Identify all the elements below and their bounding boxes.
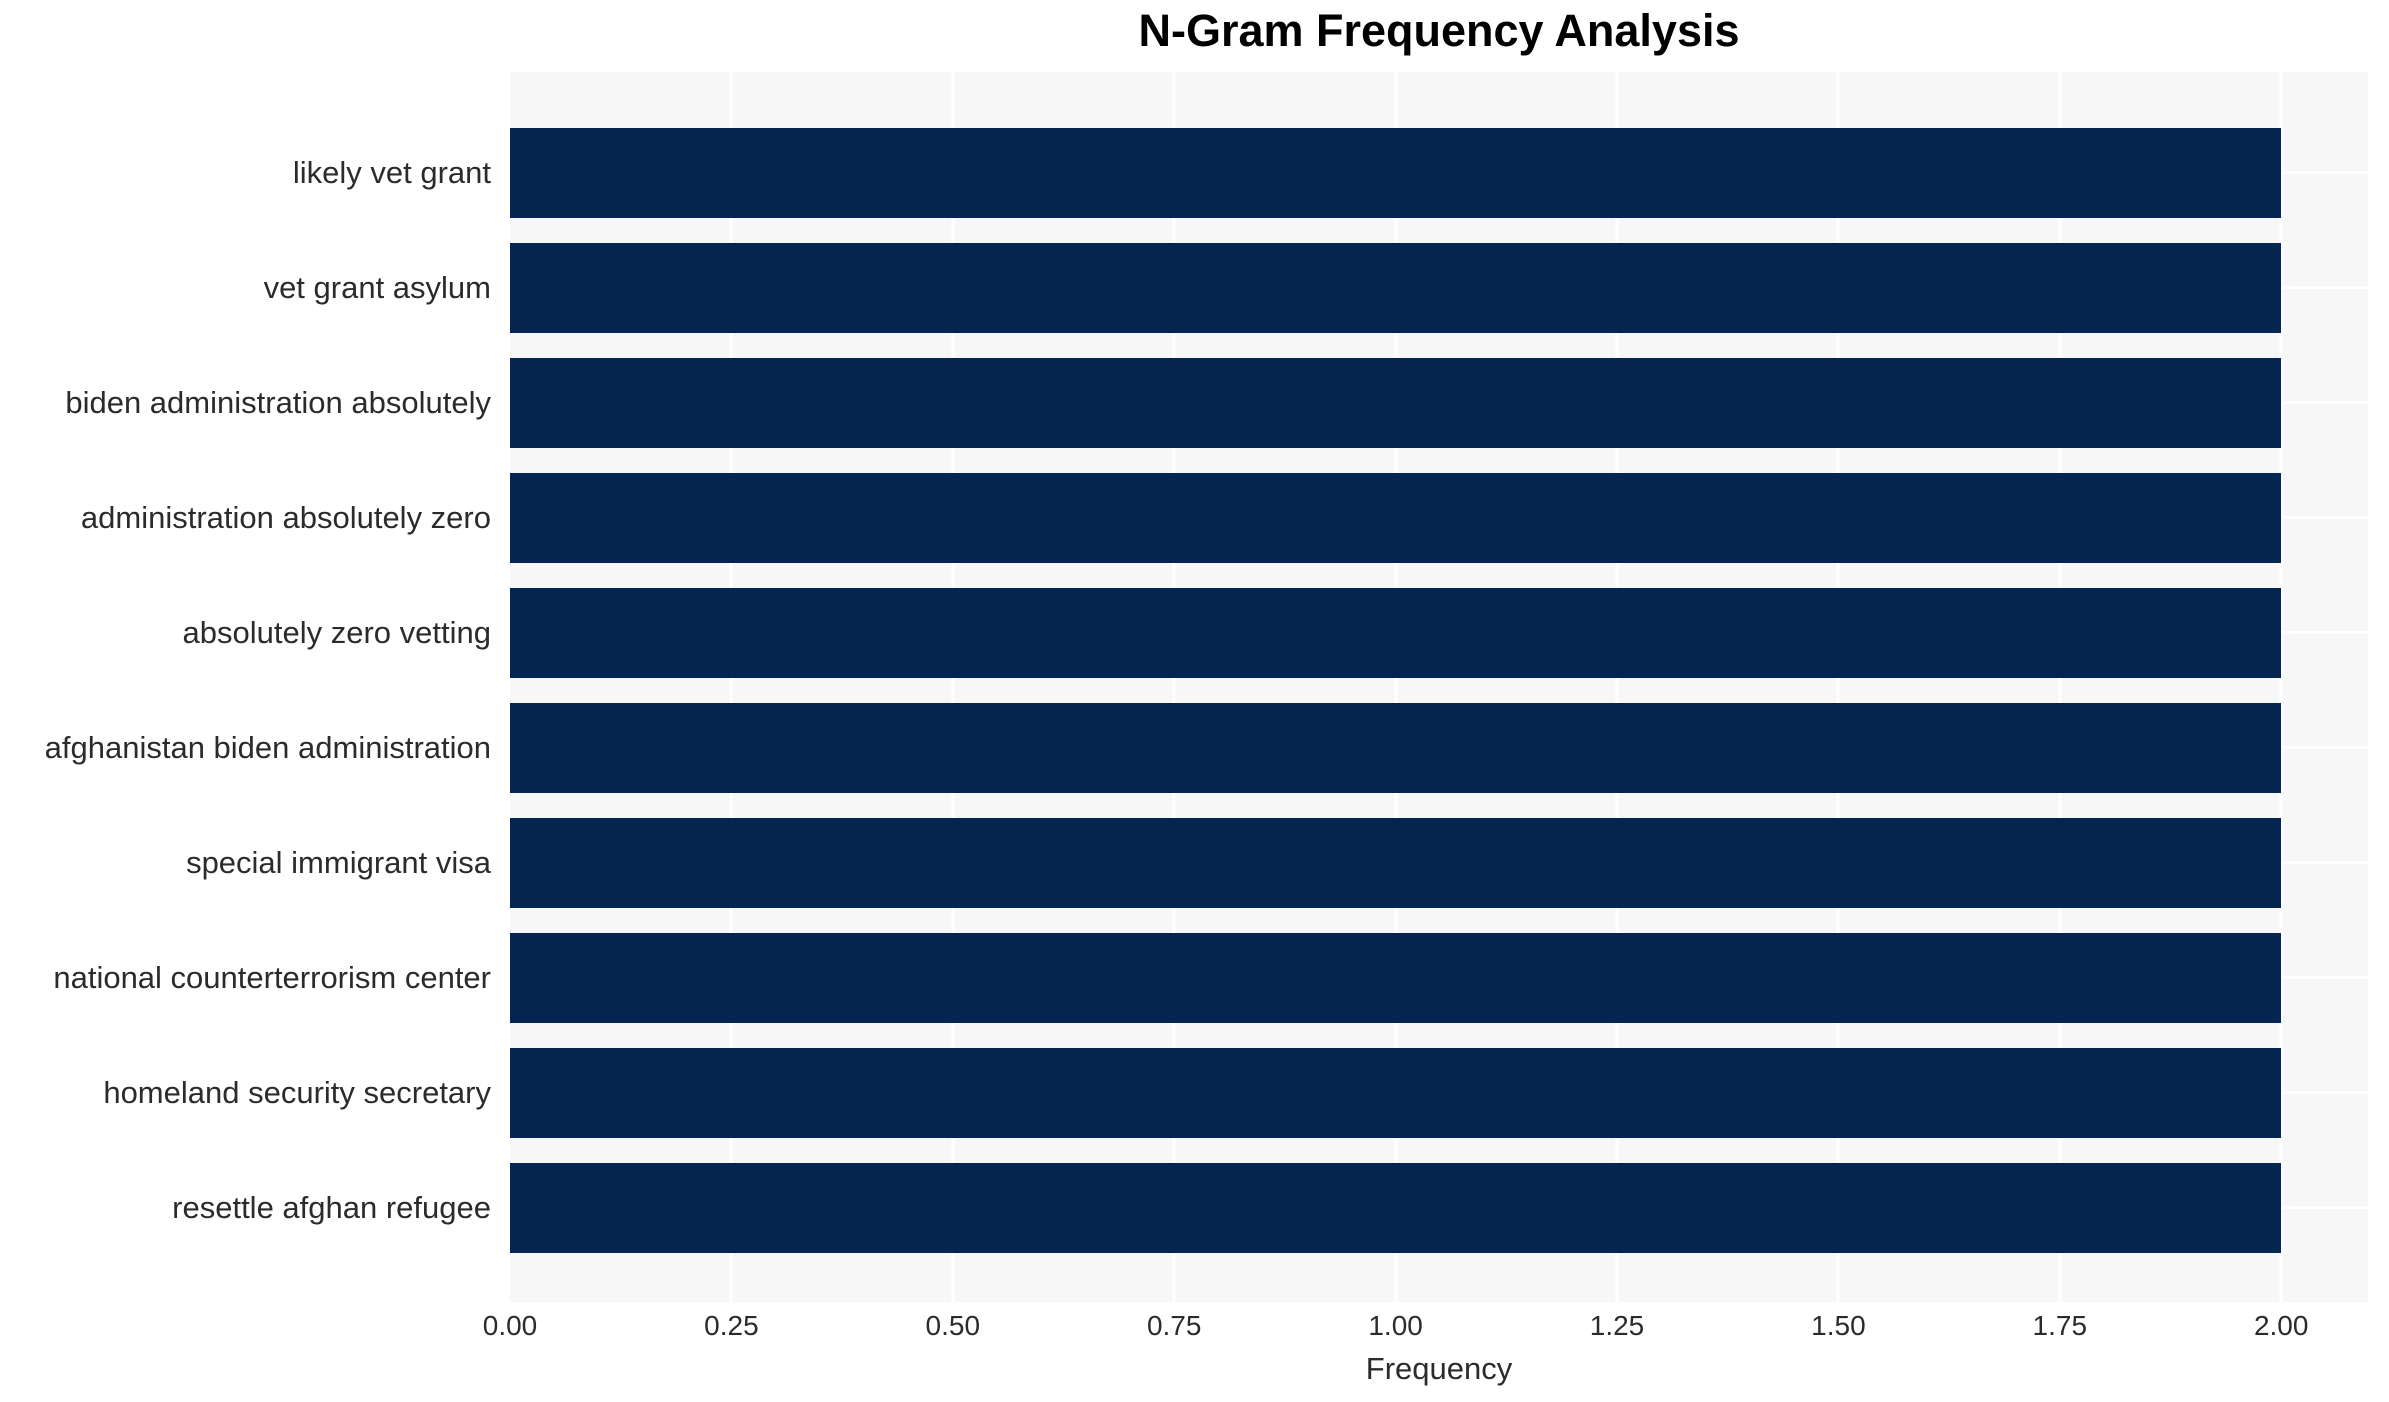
bar-series [510, 72, 2368, 1302]
y-label-row: biden administration absolutely [0, 345, 500, 460]
bar [510, 587, 2282, 678]
y-label-row: homeland security secretary [0, 1035, 500, 1150]
vertical-gridline [729, 72, 733, 1302]
vertical-gridline [2058, 72, 2062, 1302]
y-axis-category-label: biden administration absolutely [65, 384, 491, 420]
y-axis-category-label: administration absolutely zero [80, 499, 491, 535]
bar [510, 1047, 2282, 1138]
y-axis-category-label: special immigrant visa [186, 844, 491, 880]
bar-row [510, 575, 2368, 690]
y-axis-category-label: afghanistan biden administration [44, 729, 491, 765]
y-axis-labels: likely vet grant vet grant asylum biden ad… [0, 72, 500, 1302]
y-axis-category-label: national counterterrorism center [53, 959, 491, 995]
x-axis-tick-label: 1.75 [2032, 1310, 2088, 1341]
y-axis-category-label: resettle afghan refugee [172, 1189, 491, 1225]
bar-row [510, 230, 2368, 345]
chart-title: N-Gram Frequency Analysis [1138, 5, 1740, 56]
bar [510, 932, 2282, 1023]
y-axis-category-label: vet grant asylum [263, 269, 491, 305]
bar-row [510, 1150, 2368, 1265]
bar-row [510, 920, 2368, 1035]
bar [510, 817, 2282, 908]
y-label-row: vet grant asylum [0, 230, 500, 345]
x-axis-ticks: 0.00 0.25 0.50 0.75 1.00 1.25 1.50 1.75 2.00 [483, 1310, 2368, 1346]
bar [510, 357, 2282, 448]
x-axis-tick-label: 1.25 [1589, 1310, 1645, 1341]
vertical-gridline [1172, 72, 1176, 1302]
vertical-gridline [951, 72, 955, 1302]
x-axis-tick-label: 0.00 [482, 1310, 538, 1341]
bar [510, 242, 2282, 333]
plot-area [510, 72, 2368, 1302]
x-axis-tick-label: 0.75 [1146, 1310, 1202, 1341]
bar [510, 1162, 2282, 1253]
y-label-row: special immigrant visa [0, 805, 500, 920]
bar-row [510, 345, 2368, 460]
y-label-row: resettle afghan refugee [0, 1150, 500, 1265]
vertical-gridline [1615, 72, 1619, 1302]
x-axis-title: Frequency [1365, 1351, 1513, 1386]
bar-row [510, 115, 2368, 230]
x-axis-tick-label: 2.00 [2253, 1310, 2309, 1341]
bar-row [510, 460, 2368, 575]
x-axis-tick-label: 1.00 [1368, 1310, 1423, 1341]
bar-row [510, 1035, 2368, 1150]
bar [510, 702, 2282, 793]
y-label-row: administration absolutely zero [0, 460, 500, 575]
y-axis-category-label: likely vet grant [292, 154, 491, 190]
vertical-gridline [2279, 72, 2283, 1302]
bar-row [510, 690, 2368, 805]
y-label-row: afghanistan biden administration [0, 690, 500, 805]
bar-row [510, 805, 2368, 920]
vertical-gridline [1836, 72, 1840, 1302]
bar [510, 127, 2282, 218]
y-axis-category-label: absolutely zero vetting [182, 614, 491, 650]
x-axis-tick-label: 0.50 [925, 1310, 981, 1341]
x-axis-tick-label: 0.25 [704, 1310, 759, 1341]
bar [510, 472, 2282, 563]
y-label-row: likely vet grant [0, 115, 500, 230]
x-axis-tick-label: 1.50 [1811, 1310, 1866, 1341]
y-label-row: national counterterrorism center [0, 920, 500, 1035]
y-axis-category-label: homeland security secretary [103, 1074, 491, 1110]
vertical-gridline [1394, 72, 1398, 1302]
y-label-row: absolutely zero vetting [0, 575, 500, 690]
